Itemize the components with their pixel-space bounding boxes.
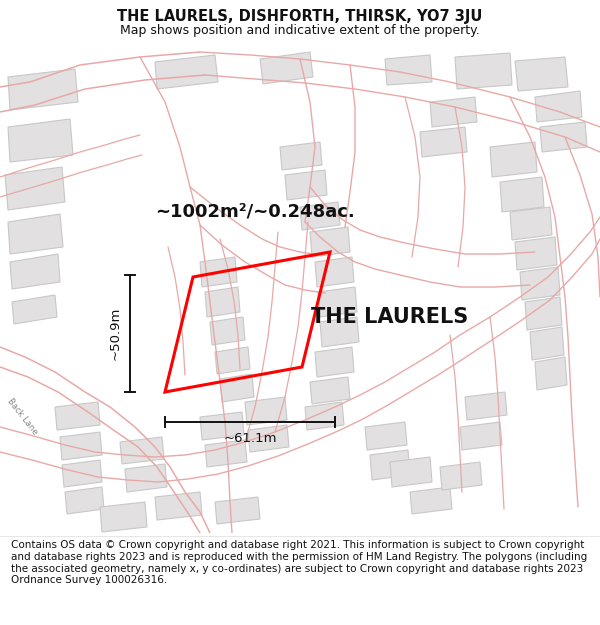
Polygon shape: [520, 267, 560, 300]
Polygon shape: [200, 257, 237, 287]
Polygon shape: [535, 91, 582, 122]
Polygon shape: [210, 317, 245, 345]
Polygon shape: [460, 422, 502, 450]
Text: ~1002m²/~0.248ac.: ~1002m²/~0.248ac.: [155, 203, 355, 221]
Polygon shape: [215, 347, 250, 374]
Polygon shape: [310, 227, 350, 257]
Polygon shape: [200, 412, 244, 440]
Polygon shape: [220, 374, 254, 402]
Polygon shape: [305, 402, 344, 430]
Text: Map shows position and indicative extent of the property.: Map shows position and indicative extent…: [120, 24, 480, 37]
Polygon shape: [385, 55, 432, 85]
Polygon shape: [535, 357, 567, 390]
Polygon shape: [5, 167, 65, 210]
Polygon shape: [205, 287, 240, 317]
Polygon shape: [280, 142, 322, 170]
Text: ~50.9m: ~50.9m: [109, 307, 122, 360]
Polygon shape: [8, 214, 63, 254]
Polygon shape: [248, 425, 289, 452]
Polygon shape: [205, 440, 247, 467]
Polygon shape: [310, 377, 350, 404]
Polygon shape: [515, 57, 568, 91]
Polygon shape: [155, 492, 202, 520]
Polygon shape: [530, 327, 564, 360]
Polygon shape: [300, 202, 340, 230]
Text: THE LAURELS: THE LAURELS: [311, 307, 469, 327]
Polygon shape: [370, 450, 410, 480]
Polygon shape: [465, 392, 507, 420]
Polygon shape: [455, 53, 512, 89]
Polygon shape: [125, 464, 167, 492]
Polygon shape: [8, 69, 78, 110]
Polygon shape: [120, 437, 164, 464]
Polygon shape: [65, 487, 104, 514]
Polygon shape: [315, 347, 354, 377]
Polygon shape: [100, 502, 147, 532]
Polygon shape: [510, 207, 552, 240]
Polygon shape: [525, 297, 562, 330]
Polygon shape: [410, 487, 452, 514]
Polygon shape: [215, 497, 260, 524]
Polygon shape: [440, 462, 482, 490]
Polygon shape: [500, 177, 544, 212]
Text: Back Lane: Back Lane: [5, 397, 39, 437]
Polygon shape: [430, 97, 477, 127]
Polygon shape: [285, 170, 327, 200]
Polygon shape: [10, 254, 60, 289]
Text: ~61.1m: ~61.1m: [223, 432, 277, 445]
Polygon shape: [12, 295, 57, 324]
Polygon shape: [315, 257, 354, 287]
Polygon shape: [390, 457, 432, 487]
Polygon shape: [320, 317, 359, 347]
Polygon shape: [260, 52, 313, 84]
Polygon shape: [365, 422, 407, 450]
Polygon shape: [420, 127, 467, 157]
Polygon shape: [490, 142, 537, 177]
Polygon shape: [540, 122, 587, 152]
Polygon shape: [245, 397, 287, 425]
Polygon shape: [62, 460, 102, 487]
Text: Contains OS data © Crown copyright and database right 2021. This information is : Contains OS data © Crown copyright and d…: [11, 541, 587, 585]
Polygon shape: [155, 55, 218, 89]
Polygon shape: [60, 432, 102, 460]
Polygon shape: [515, 237, 557, 270]
Polygon shape: [55, 402, 100, 430]
Text: THE LAURELS, DISHFORTH, THIRSK, YO7 3JU: THE LAURELS, DISHFORTH, THIRSK, YO7 3JU: [118, 9, 482, 24]
Polygon shape: [318, 287, 357, 317]
Polygon shape: [8, 119, 73, 162]
